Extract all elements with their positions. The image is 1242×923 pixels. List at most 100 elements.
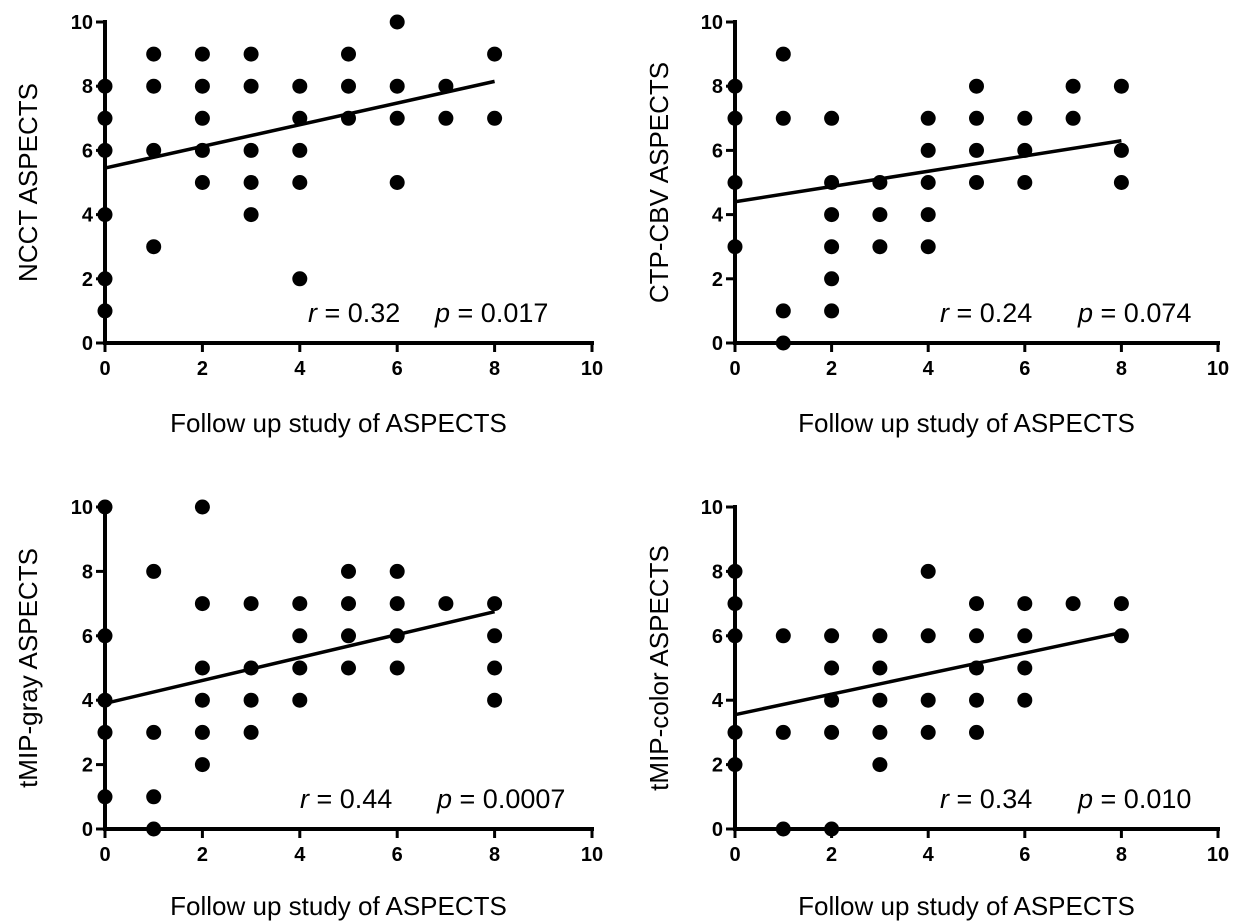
data-point [194,142,210,158]
data-point [727,757,743,773]
data-point [194,596,210,612]
data-point [97,207,113,223]
r-statistic: r = 0.34 [940,784,1032,814]
data-point [920,692,936,708]
regression-line [104,609,496,706]
data-point [1065,78,1081,94]
data-point [824,724,840,740]
data-point [824,628,840,644]
data-point [389,110,405,126]
data-point [341,660,356,676]
data-point [920,110,936,126]
p-value: = 0.074 [1093,298,1191,328]
data-point [341,628,356,644]
p-value: = 0.0007 [452,784,565,814]
data-point [775,628,791,644]
data-point [243,78,259,94]
data-point [389,660,405,676]
data-point [487,660,503,676]
y-tick-label: 10 [71,497,93,519]
p-value: = 0.010 [1093,784,1191,814]
data-point [243,46,259,62]
y-tick-label: 6 [712,626,723,648]
p-statistic: p = 0.017 [434,298,548,328]
data-point [727,239,743,255]
x-tick-label: 10 [1207,358,1229,380]
y-tick-label: 10 [701,12,723,34]
p-statistic: p = 0.0007 [436,784,565,814]
data-point [775,303,791,319]
y-tick-label: 6 [82,626,93,648]
x-tick-label: 6 [1019,844,1030,866]
data-point [920,628,936,644]
data-point [1113,175,1129,190]
data-point [920,563,936,579]
scatter-panel-4: 0 2 4 6 8 10 0 2 4 6 8 10 Follow up study of ASPECTS… [644,497,1229,921]
data-point [341,110,356,126]
data-point [194,660,210,676]
data-point [727,110,743,126]
data-point [1017,660,1033,676]
x-tick-label: 4 [294,358,306,380]
data-point [341,596,356,612]
x-tick-label: 4 [923,844,935,866]
p-symbol: p [434,298,450,328]
r-statistic: r = 0.32 [308,298,400,328]
data-point [872,724,888,740]
p-symbol: p [1077,298,1093,328]
data-point [487,110,503,126]
data-point [194,110,210,126]
data-point [243,175,259,190]
data-point [194,175,210,190]
data-point [727,724,743,740]
r-value: = 0.32 [317,298,400,328]
data-point [872,239,888,255]
r-value: = 0.34 [949,784,1032,814]
data-point [1017,142,1033,158]
data-point [243,660,259,676]
x-tick-label: 0 [99,358,110,380]
data-point [824,207,840,223]
data-point [727,175,743,190]
y-tick-label: 6 [712,140,723,162]
data-point [389,175,405,190]
data-point [146,142,162,158]
data-point [1017,596,1033,612]
y-axis-title: tMIP-gray ASPECTS [13,548,43,788]
x-tick-label: 8 [1116,358,1127,380]
data-point [1113,596,1129,612]
data-point [438,78,454,94]
data-point [969,628,984,644]
y-tick-label: 0 [712,333,723,355]
y-tick-label: 8 [82,561,93,583]
data-point [146,563,162,579]
x-axis-title: Follow up study of ASPECTS [798,408,1135,438]
data-point [389,563,405,579]
y-tick-label: 0 [712,819,723,841]
data-point [146,239,162,255]
data-point [292,271,308,287]
regression-line [734,139,1122,204]
data-point [292,110,308,126]
data-point [97,789,113,805]
data-point [969,142,984,158]
data-point [872,692,888,708]
data-point [389,628,405,644]
data-point [824,660,840,676]
data-point [146,821,162,837]
data-point [920,142,936,158]
x-tick-label: 2 [826,358,837,380]
y-tick-label: 4 [82,690,94,712]
r-symbol: r [940,784,950,814]
data-point [487,692,503,708]
data-point [97,78,113,94]
data-point [1113,628,1129,644]
x-tick-label: 6 [392,844,403,866]
regression-line [734,630,1122,717]
data-point [292,596,308,612]
data-point [97,724,113,740]
data-point [1017,628,1033,644]
p-symbol: p [1077,784,1093,814]
data-point [824,821,840,837]
r-symbol: r [940,298,950,328]
